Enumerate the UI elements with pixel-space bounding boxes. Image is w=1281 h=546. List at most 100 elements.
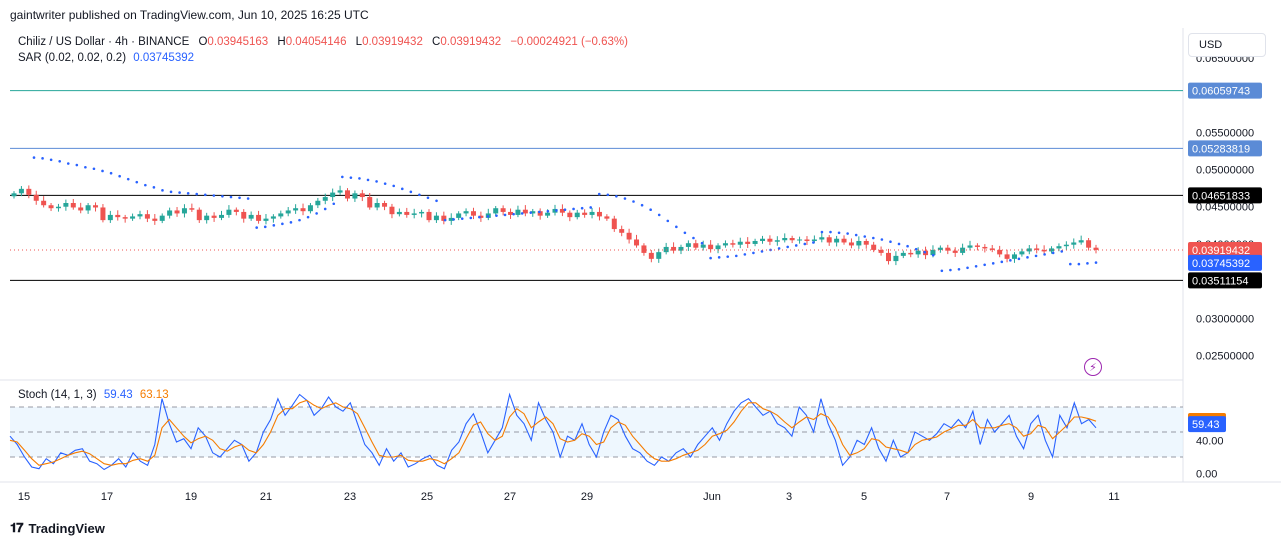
candle-body: [1004, 254, 1010, 259]
candle-body: [737, 241, 743, 245]
candle-body: [382, 203, 388, 207]
sar-dot: [1017, 257, 1021, 261]
price-tick-label: 0.06500000: [1196, 53, 1254, 65]
candle-body: [819, 237, 825, 240]
sar-dot: [606, 193, 610, 197]
candle-body: [352, 193, 358, 199]
sar-dot: [383, 182, 387, 185]
candle-body: [433, 215, 439, 221]
candle-body: [337, 190, 343, 193]
level-price-tag: [1188, 82, 1262, 99]
time-tick-label: 3: [786, 491, 792, 503]
candle-body: [93, 205, 99, 208]
sar-dot: [272, 224, 276, 227]
tradingview-logo: 𝟏𝟕 TradingView: [10, 520, 105, 536]
sar-dot: [717, 256, 721, 259]
price-tag: [1188, 241, 1262, 258]
candle-body: [181, 208, 187, 214]
candle-body: [159, 215, 165, 221]
sar-dot: [563, 208, 567, 212]
sar-dot: [520, 212, 524, 215]
candle-body: [545, 212, 551, 216]
sar-dot: [32, 156, 36, 159]
candle-body: [344, 190, 350, 199]
publisher-caption: gaintwriter published on TradingView.com…: [10, 8, 369, 22]
candle-body: [70, 203, 76, 208]
candle-body: [48, 205, 54, 209]
change-value: −0.00024921 (−0.63%): [510, 36, 628, 48]
sar-dot: [580, 206, 584, 210]
sar-dot: [126, 177, 130, 181]
stoch-line-d: [9, 399, 1097, 466]
sar-dot: [1026, 256, 1029, 259]
sar-dot: [503, 213, 507, 217]
time-tick-label: 19: [185, 491, 197, 503]
candle-body: [522, 209, 528, 214]
candle-body: [470, 211, 476, 216]
candle-body: [174, 210, 180, 214]
sar-dot: [657, 213, 661, 217]
candle-body: [797, 239, 803, 241]
candle-body: [648, 252, 654, 259]
candle-body: [982, 246, 988, 249]
candle-body: [41, 200, 47, 206]
sar-dot: [640, 203, 644, 207]
time-tick-label: 17: [101, 491, 113, 503]
candle-body: [219, 214, 225, 218]
sar-dot: [512, 212, 515, 216]
candle-body: [997, 249, 1003, 255]
candle-body: [26, 188, 32, 195]
candle-body: [500, 208, 506, 212]
level-price-tag: [1188, 272, 1262, 289]
symbol-title: Chiliz / US Dollar · 4h · BINANCE: [18, 36, 190, 48]
stoch-legend: Stoch (14, 1, 3) 59.43 63.13: [18, 389, 169, 401]
candle-body: [722, 243, 728, 246]
candle-body: [915, 250, 921, 255]
sar-dot: [238, 196, 241, 200]
sar-dot: [949, 268, 952, 272]
sar-dot: [169, 190, 173, 194]
candle-body: [774, 240, 780, 242]
sar-dot: [144, 183, 147, 187]
level-price-label: 0.05283819: [1192, 143, 1250, 155]
candle-body: [211, 215, 217, 218]
candle-body: [730, 243, 736, 245]
sar-dot: [1077, 262, 1081, 266]
candle-body: [841, 238, 847, 243]
sar-dot: [812, 241, 815, 244]
candle-body: [463, 211, 469, 214]
candle-body: [55, 206, 61, 209]
candle-body: [789, 238, 795, 241]
time-tick-label: 27: [504, 491, 516, 503]
tradingview-wordmark: TradingView: [28, 520, 105, 536]
currency-button[interactable]: USD: [1188, 33, 1266, 57]
candle-body: [937, 247, 943, 250]
candle-body: [1071, 242, 1077, 245]
sar-dot: [460, 217, 464, 220]
candle-body: [641, 245, 647, 253]
stoch-tag-label: 59.43: [1192, 419, 1220, 431]
sar-dot: [323, 207, 327, 211]
time-tick-label: 23: [344, 491, 356, 503]
level-price-label: 0.04651833: [1192, 190, 1250, 202]
candle-body: [137, 214, 143, 217]
sar-dot: [914, 247, 918, 251]
candle-body: [685, 243, 691, 247]
candle-body: [1093, 247, 1099, 250]
candle-body: [974, 245, 980, 247]
sar-dot: [615, 194, 618, 198]
sar-dot: [41, 157, 44, 160]
price-tag-label: 0.03745392: [1192, 258, 1250, 270]
sar-dot: [983, 263, 986, 267]
sar-dot: [1051, 251, 1055, 255]
candle-body: [678, 246, 684, 251]
alert-bolt-icon[interactable]: ⚡: [1084, 358, 1102, 376]
main-legend: Chiliz / US Dollar · 4h · BINANCE O0.039…: [18, 36, 628, 48]
sar-dot: [1000, 260, 1004, 264]
candle-body: [656, 252, 662, 259]
sar-dot: [743, 253, 747, 256]
tradingview-mark-icon: 𝟏𝟕: [10, 520, 24, 535]
sar-dot: [897, 242, 901, 246]
candle-body: [293, 208, 299, 211]
